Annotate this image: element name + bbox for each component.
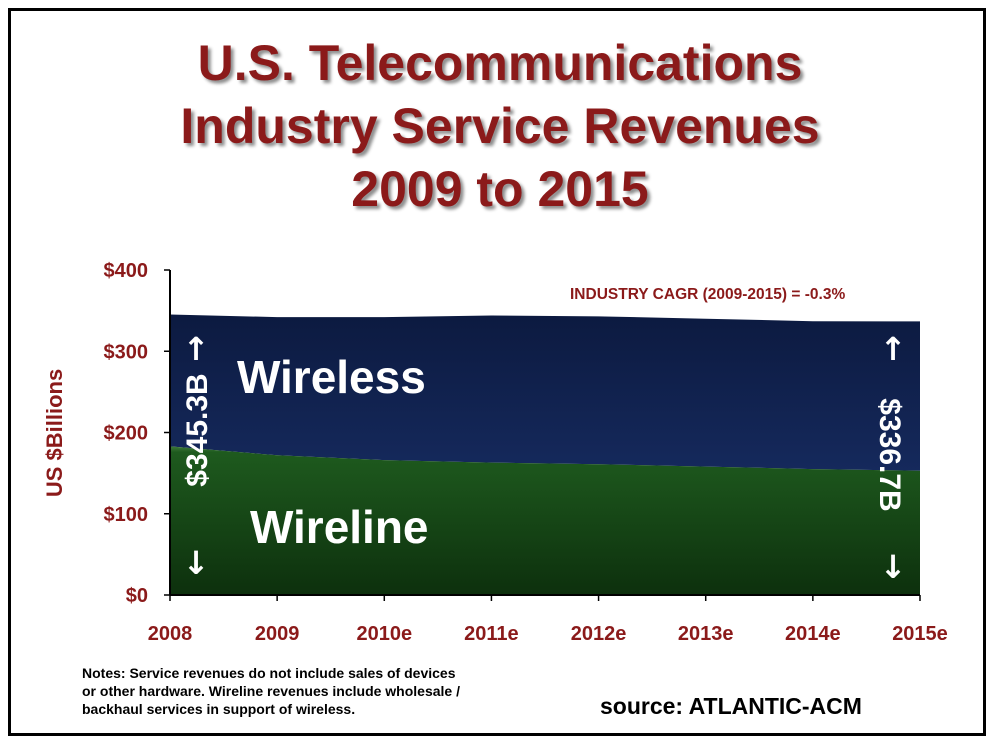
x-tick-label: 2015e [892, 623, 948, 645]
x-tick-label: 2009 [255, 623, 300, 645]
y-tick-label: $400 [104, 260, 149, 282]
y-tick-label: $300 [104, 341, 149, 363]
y-axis-label: US $Billions [42, 369, 67, 497]
notes-line-1: Notes: Service revenues do not include s… [82, 665, 456, 681]
notes-line-3: backhaul services in support of wireless… [82, 701, 356, 717]
chart-notes: Notes: Service revenues do not include s… [82, 664, 552, 718]
wireline-area [170, 446, 920, 595]
x-tick-label: 2011e [464, 623, 519, 645]
chart-title: U.S. Telecommunications Industry Service… [0, 32, 1000, 221]
title-line-2: Industry Service Revenues [180, 98, 820, 154]
end-arrow-down: ↓ [880, 548, 907, 586]
start-arrow-up: ↑ [183, 330, 210, 368]
end-arrow-up: ↑ [880, 330, 907, 368]
start-total-label: $345.3B [181, 373, 214, 486]
source-credit: source: ATLANTIC-ACM [600, 693, 862, 719]
start-arrow-down: ↓ [183, 544, 210, 582]
title-line-1: U.S. Telecommunications [197, 35, 803, 91]
x-tick-label: 2012e [571, 623, 627, 645]
end-total-label: $336.7B [873, 398, 906, 511]
wireless-area [170, 314, 920, 471]
y-tick-label: $200 [104, 423, 149, 445]
x-tick-label: 2013e [678, 623, 734, 645]
title-line-3: 2009 to 2015 [351, 161, 649, 217]
x-tick-label: 2010e [356, 623, 412, 645]
wireless-series-label: Wireless [237, 351, 426, 403]
y-tick-label: $100 [104, 504, 149, 526]
x-tick-label: 2014e [785, 623, 841, 645]
cagr-annotation: INDUSTRY CAGR (2009-2015) = -0.3% [570, 286, 845, 303]
y-tick-label: $0 [126, 585, 148, 607]
x-tick-label: 2008 [148, 623, 193, 645]
wireline-series-label: Wireline [250, 501, 429, 553]
notes-line-2: or other hardware. Wireline revenues inc… [82, 683, 460, 699]
